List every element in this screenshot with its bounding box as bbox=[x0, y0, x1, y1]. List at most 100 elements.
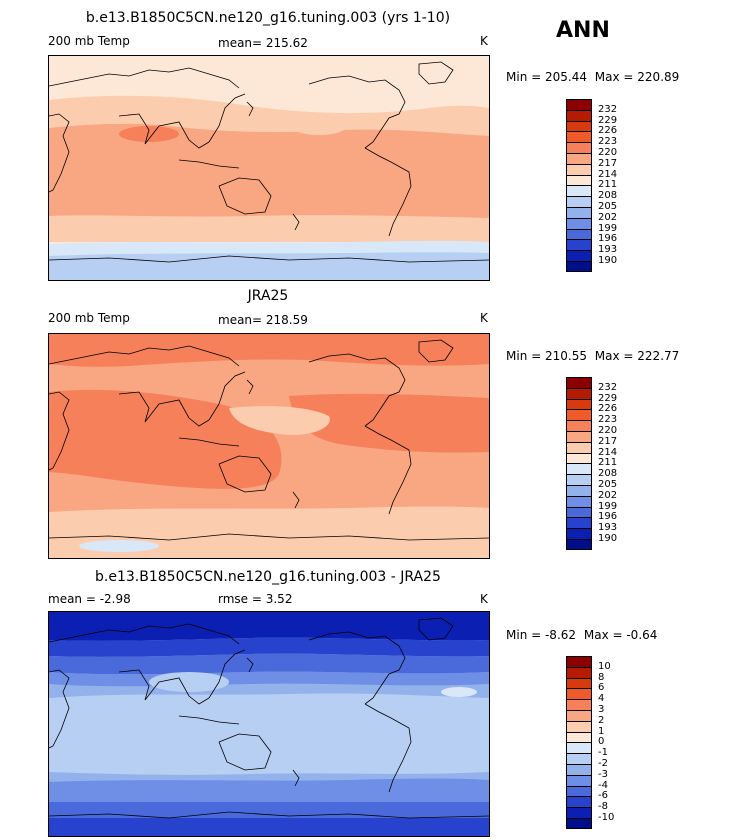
map3-coastlines bbox=[49, 617, 489, 819]
colorbar-box bbox=[566, 485, 592, 496]
colorbar-box bbox=[566, 420, 592, 431]
coastline-segment bbox=[246, 101, 254, 117]
colorbar-box bbox=[566, 120, 592, 132]
coastline-segment bbox=[308, 631, 406, 705]
colorbar-label: 190 bbox=[598, 255, 618, 266]
panel-1-map bbox=[48, 55, 490, 281]
colorbar-box bbox=[566, 677, 592, 689]
colorbar-label: -10 bbox=[598, 812, 615, 823]
colorbar-box bbox=[566, 228, 592, 240]
colorbar-label: 0 bbox=[598, 736, 605, 748]
coastline-segment bbox=[208, 649, 246, 699]
colorbar-label: 10 bbox=[598, 660, 611, 672]
colorbar-label: 190 bbox=[598, 533, 618, 544]
colorbar-label: 202 bbox=[598, 211, 618, 223]
panel-1-units-label: K bbox=[480, 34, 488, 48]
panel-1-map-svg bbox=[49, 56, 489, 280]
colorbar-box bbox=[566, 239, 592, 251]
colorbar-box bbox=[566, 387, 592, 399]
colorbar-box bbox=[566, 174, 592, 186]
colorbar-label: 8 bbox=[598, 671, 605, 683]
panel-1-min-label: Min = 205.44 bbox=[506, 70, 587, 84]
coastline-segment bbox=[49, 67, 240, 89]
colorbar-label: 193 bbox=[598, 244, 618, 256]
colorbar-label: 202 bbox=[598, 489, 618, 501]
colorbar-box bbox=[566, 207, 592, 218]
colorbar-label: 214 bbox=[598, 168, 618, 180]
panel-2-map bbox=[48, 333, 490, 559]
colorbar-box bbox=[566, 185, 592, 197]
colorbar-box bbox=[566, 142, 592, 153]
season-label: ANN bbox=[556, 18, 610, 43]
colorbar-label: 199 bbox=[598, 222, 618, 234]
panel-2-min-label: Min = 210.55 bbox=[506, 349, 587, 363]
panel-2-variable-label: 200 mb Temp bbox=[48, 311, 130, 325]
panel-3-minmax: Min = -8.62 Max = -0.64 bbox=[506, 628, 657, 642]
colorbar-label: -6 bbox=[598, 790, 608, 802]
colorbar-label: 220 bbox=[598, 147, 618, 158]
colorbar-box bbox=[566, 196, 592, 207]
panel-1-variable-label: 200 mb Temp bbox=[48, 34, 130, 48]
map2-cool-patch-antarctic bbox=[79, 540, 159, 552]
coastline-segment bbox=[364, 147, 412, 237]
coastline-segment bbox=[118, 669, 210, 705]
colorbar-label: 232 bbox=[598, 103, 618, 115]
coastline-segment bbox=[418, 339, 454, 363]
colorbar-box bbox=[566, 742, 592, 754]
colorbar-label: 205 bbox=[598, 201, 618, 212]
coastline-segment bbox=[418, 61, 454, 85]
map1-band-217 bbox=[49, 123, 489, 218]
coastline-segment bbox=[178, 437, 240, 447]
colorbar-box bbox=[566, 818, 592, 829]
colorbar-label: 217 bbox=[598, 157, 618, 169]
colorbar-label: 229 bbox=[598, 392, 618, 404]
map3-band-south-min3 bbox=[49, 778, 489, 802]
panel-1-minmax: Min = 205.44 Max = 220.89 bbox=[506, 70, 679, 84]
colorbar-box bbox=[566, 517, 592, 529]
colorbar-box bbox=[566, 699, 592, 710]
coastline-segment bbox=[364, 425, 412, 515]
panel-3-map-svg bbox=[49, 612, 489, 836]
coastline-segment bbox=[218, 177, 272, 215]
coastline-segment bbox=[178, 715, 240, 725]
colorbar-label: 226 bbox=[598, 403, 618, 415]
colorbar-label: -1 bbox=[598, 747, 608, 759]
colorbar-label: -8 bbox=[598, 801, 608, 813]
colorbar-box bbox=[566, 99, 592, 110]
colorbar-label: 220 bbox=[598, 425, 618, 436]
colorbar-label: 205 bbox=[598, 479, 618, 490]
coastline-segment bbox=[49, 255, 489, 263]
coastline-segment bbox=[218, 455, 272, 493]
colorbar-label: 217 bbox=[598, 435, 618, 447]
colorbar-box bbox=[566, 109, 592, 121]
colorbar-box bbox=[566, 441, 592, 453]
coastline-segment bbox=[246, 657, 254, 673]
colorbar-box bbox=[566, 153, 592, 164]
coastline-segment bbox=[49, 533, 489, 541]
colorbar-label: 196 bbox=[598, 511, 618, 523]
panel-2-title: JRA25 bbox=[247, 288, 289, 304]
colorbar-label: 4 bbox=[598, 693, 605, 705]
coastline-segment bbox=[49, 669, 70, 749]
colorbar-box bbox=[566, 131, 592, 143]
panel-3-map bbox=[48, 611, 490, 837]
panel-3-rmse-label: rmse = 3.52 bbox=[218, 592, 293, 606]
panel-2-max-label: Max = 222.77 bbox=[594, 349, 680, 363]
coastline-segment bbox=[218, 733, 272, 771]
map2-band-tropical-west bbox=[49, 389, 282, 489]
colorbar-box bbox=[566, 807, 592, 818]
coastline-segment bbox=[308, 75, 406, 149]
coastline-segment bbox=[208, 371, 246, 421]
colorbar-box bbox=[566, 710, 592, 721]
colorbar-box bbox=[566, 409, 592, 421]
coastline-segment bbox=[418, 617, 454, 641]
colorbar-label: 1 bbox=[598, 725, 605, 737]
map2-band-tropical-east bbox=[289, 393, 489, 453]
colorbar-label: 208 bbox=[598, 190, 618, 202]
colorbar-label: 223 bbox=[598, 414, 618, 426]
coastline-segment bbox=[49, 345, 240, 367]
map1-band-208 bbox=[49, 252, 489, 280]
colorbar-label: -3 bbox=[598, 768, 608, 780]
colorbar-box bbox=[566, 688, 592, 700]
coastline-segment bbox=[292, 491, 300, 509]
